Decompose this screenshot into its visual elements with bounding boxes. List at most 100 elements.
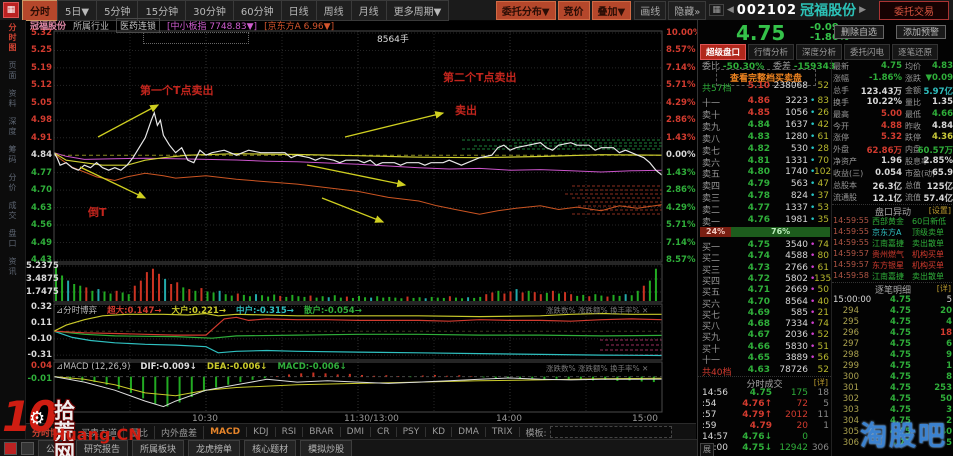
- axis-label: 4.84: [31, 150, 52, 161]
- footer-button[interactable]: 模拟炒股: [300, 439, 353, 456]
- chart-region[interactable]: 冠福股份 所属行业 医药连锁 [中小板指 7748.83▼] [京东方A 6.9…: [26, 17, 701, 424]
- info-label: 总股本: [833, 181, 857, 190]
- indicator-tab[interactable]: 买卖力道: [75, 425, 125, 439]
- seq-volume: 2: [946, 416, 952, 426]
- indicator-tab[interactable]: MACD: [204, 427, 248, 437]
- sidebar-item[interactable]: 深度: [8, 117, 17, 137]
- add-alert-button[interactable]: 添加预警: [896, 25, 947, 39]
- ticks-detail-link[interactable]: [详]: [813, 378, 828, 387]
- period-tab[interactable]: 60分钟: [232, 0, 281, 21]
- panel-tab[interactable]: 委托闪电: [844, 44, 891, 60]
- macd-corner-buttons[interactable]: 涨跌数% 涨跌额% 换手率% ✕: [546, 364, 649, 373]
- period-tab[interactable]: 15分钟: [137, 0, 186, 21]
- next-stock-icon[interactable]: ▶: [859, 5, 866, 15]
- indicator-tab[interactable]: TRIX: [486, 427, 520, 437]
- book-queue-dot: •: [810, 179, 816, 190]
- period-tab[interactable]: 日线: [280, 0, 316, 21]
- trade-button[interactable]: 委托交易: [879, 0, 949, 20]
- overlay-index-label[interactable]: [中小板指 7748.83▼]: [167, 21, 258, 32]
- alerts-settings-link[interactable]: [设置]: [928, 206, 951, 215]
- book-price: 4.72: [747, 273, 770, 284]
- book-price: 4.81: [747, 155, 770, 166]
- prev-stock-icon[interactable]: ◀: [726, 5, 734, 15]
- top-toolbar: ▦ 分时 5日▼ 5分钟 15分钟 30分钟 60分钟 日线 周线 月线 更多周期▼ 委托分布▼ 竞…: [0, 0, 953, 21]
- toolbar-dark-button[interactable]: 隐藏»: [668, 0, 707, 20]
- axis-label: 10.00%: [666, 28, 702, 38]
- toolbar-hot-button[interactable]: 委托分布▼: [495, 0, 556, 20]
- ts-count: 18: [817, 388, 829, 398]
- indicator-tab[interactable]: BRAR: [303, 427, 341, 437]
- book-queue-dot: •: [810, 191, 816, 202]
- ts-count: 1: [823, 421, 829, 431]
- game-indicator-header: ⊿分时博弈 超大:0.147→ 大户:0.221→ 中户:-0.315→ 散户:-0.0…: [56, 304, 362, 316]
- info-label: 跌停: [905, 133, 921, 143]
- app-icon[interactable]: ▦: [3, 2, 19, 18]
- book-level-label: 买二: [702, 254, 721, 265]
- game-corner-buttons[interactable]: 涨跌数% 涨跌额% 换手率% ✕: [546, 306, 649, 315]
- seq-no: 300: [842, 372, 859, 382]
- template-field: 模板:: [526, 426, 672, 439]
- period-tab[interactable]: 月线: [350, 0, 386, 21]
- footer-gray-icon[interactable]: [21, 441, 34, 455]
- footer-button[interactable]: 核心题材: [244, 439, 297, 456]
- remove-watchlist-button[interactable]: 删除自选: [834, 25, 885, 39]
- indicator-tab[interactable]: PSY: [397, 427, 427, 437]
- period-tab[interactable]: 分时: [22, 0, 57, 21]
- panel-tab[interactable]: 深度分析: [796, 44, 843, 60]
- expand-button[interactable]: 展开±: [700, 443, 714, 456]
- sidebar-item[interactable]: 分时图: [8, 23, 17, 53]
- indicator-tab[interactable]: DMA: [452, 427, 486, 437]
- toolbar-hot-button[interactable]: 竞价: [557, 0, 590, 20]
- template-input[interactable]: [549, 426, 672, 438]
- sidebar-item[interactable]: 资料: [8, 89, 17, 109]
- period-tab[interactable]: 5日▼: [57, 0, 97, 21]
- indicator-tab[interactable]: 分时博弈: [26, 425, 76, 439]
- book-queue-dot: •: [810, 215, 816, 225]
- footer-red-icon[interactable]: [4, 441, 17, 455]
- sidebar-item[interactable]: 筹码: [8, 145, 17, 165]
- panel-tab[interactable]: 超级盘口: [700, 44, 747, 60]
- panel-tab[interactable]: 逐笔还原: [892, 44, 939, 60]
- period-tabs: 分时 5日▼ 5分钟 15分钟 30分钟 60分钟 日线 周线 月线 更多周期▼: [22, 0, 450, 21]
- indicator-tab[interactable]: DMI: [341, 427, 372, 437]
- grid-layout-icon[interactable]: ▦: [709, 4, 724, 16]
- sidebar-item[interactable]: 资讯: [8, 257, 17, 277]
- weibi-label: 委比: [702, 62, 721, 72]
- sidebar-item[interactable]: 成交: [8, 201, 17, 221]
- period-tab[interactable]: 更多周期▼: [385, 0, 450, 21]
- view-full-orderbook-link[interactable]: 查看完整档买卖盘: [716, 69, 816, 86]
- indicator-tab[interactable]: CR: [371, 427, 397, 437]
- indicator-tab[interactable]: KD: [426, 427, 453, 437]
- indicator-tab[interactable]: 内外盘差: [155, 425, 205, 439]
- axis-label: -0.01: [27, 374, 53, 385]
- seq-price: 4.75: [890, 295, 911, 305]
- book-level-label: 十一: [702, 356, 721, 366]
- book-queue-dot: •: [810, 273, 816, 284]
- overlay-stock-label[interactable]: [京东方A 6.96▼]: [264, 21, 335, 32]
- book-volume: 1981: [785, 215, 808, 225]
- sidebar-item[interactable]: 分价: [8, 173, 17, 193]
- indicator-tab[interactable]: RSI: [276, 427, 304, 437]
- period-tab[interactable]: 30分钟: [185, 0, 233, 21]
- toolbar-hot-button[interactable]: 叠加▼: [591, 0, 632, 20]
- template-label: 模板:: [525, 428, 547, 439]
- indicator-tab[interactable]: KDJ: [247, 427, 276, 437]
- toolbar-dark-button[interactable]: 画线: [634, 0, 667, 20]
- indicator-tab[interactable]: 量比: [124, 425, 156, 439]
- footer-button[interactable]: 龙虎榜单: [188, 439, 241, 456]
- book-price: 4.70: [747, 296, 770, 307]
- seq-no: 296: [842, 328, 859, 338]
- period-tab[interactable]: 周线: [315, 0, 351, 21]
- panel-tab[interactable]: 行情分析: [748, 44, 795, 60]
- ts-time: 14:56: [702, 388, 728, 398]
- info-label: 换手: [833, 97, 849, 107]
- sidebar-item[interactable]: 页面: [8, 61, 17, 81]
- seq-detail-link[interactable]: [详]: [936, 284, 951, 293]
- intraday-chart[interactable]: [26, 20, 696, 423]
- sidebar-item[interactable]: 盘口: [8, 229, 17, 249]
- seq-volume: 6: [946, 339, 952, 349]
- book-volume: 238068: [773, 81, 808, 91]
- industry-value[interactable]: 医药连锁: [116, 17, 161, 33]
- panel-tabs: 超级盘口 行情分析 深度分析 委托闪电 逐笔还原: [700, 44, 939, 60]
